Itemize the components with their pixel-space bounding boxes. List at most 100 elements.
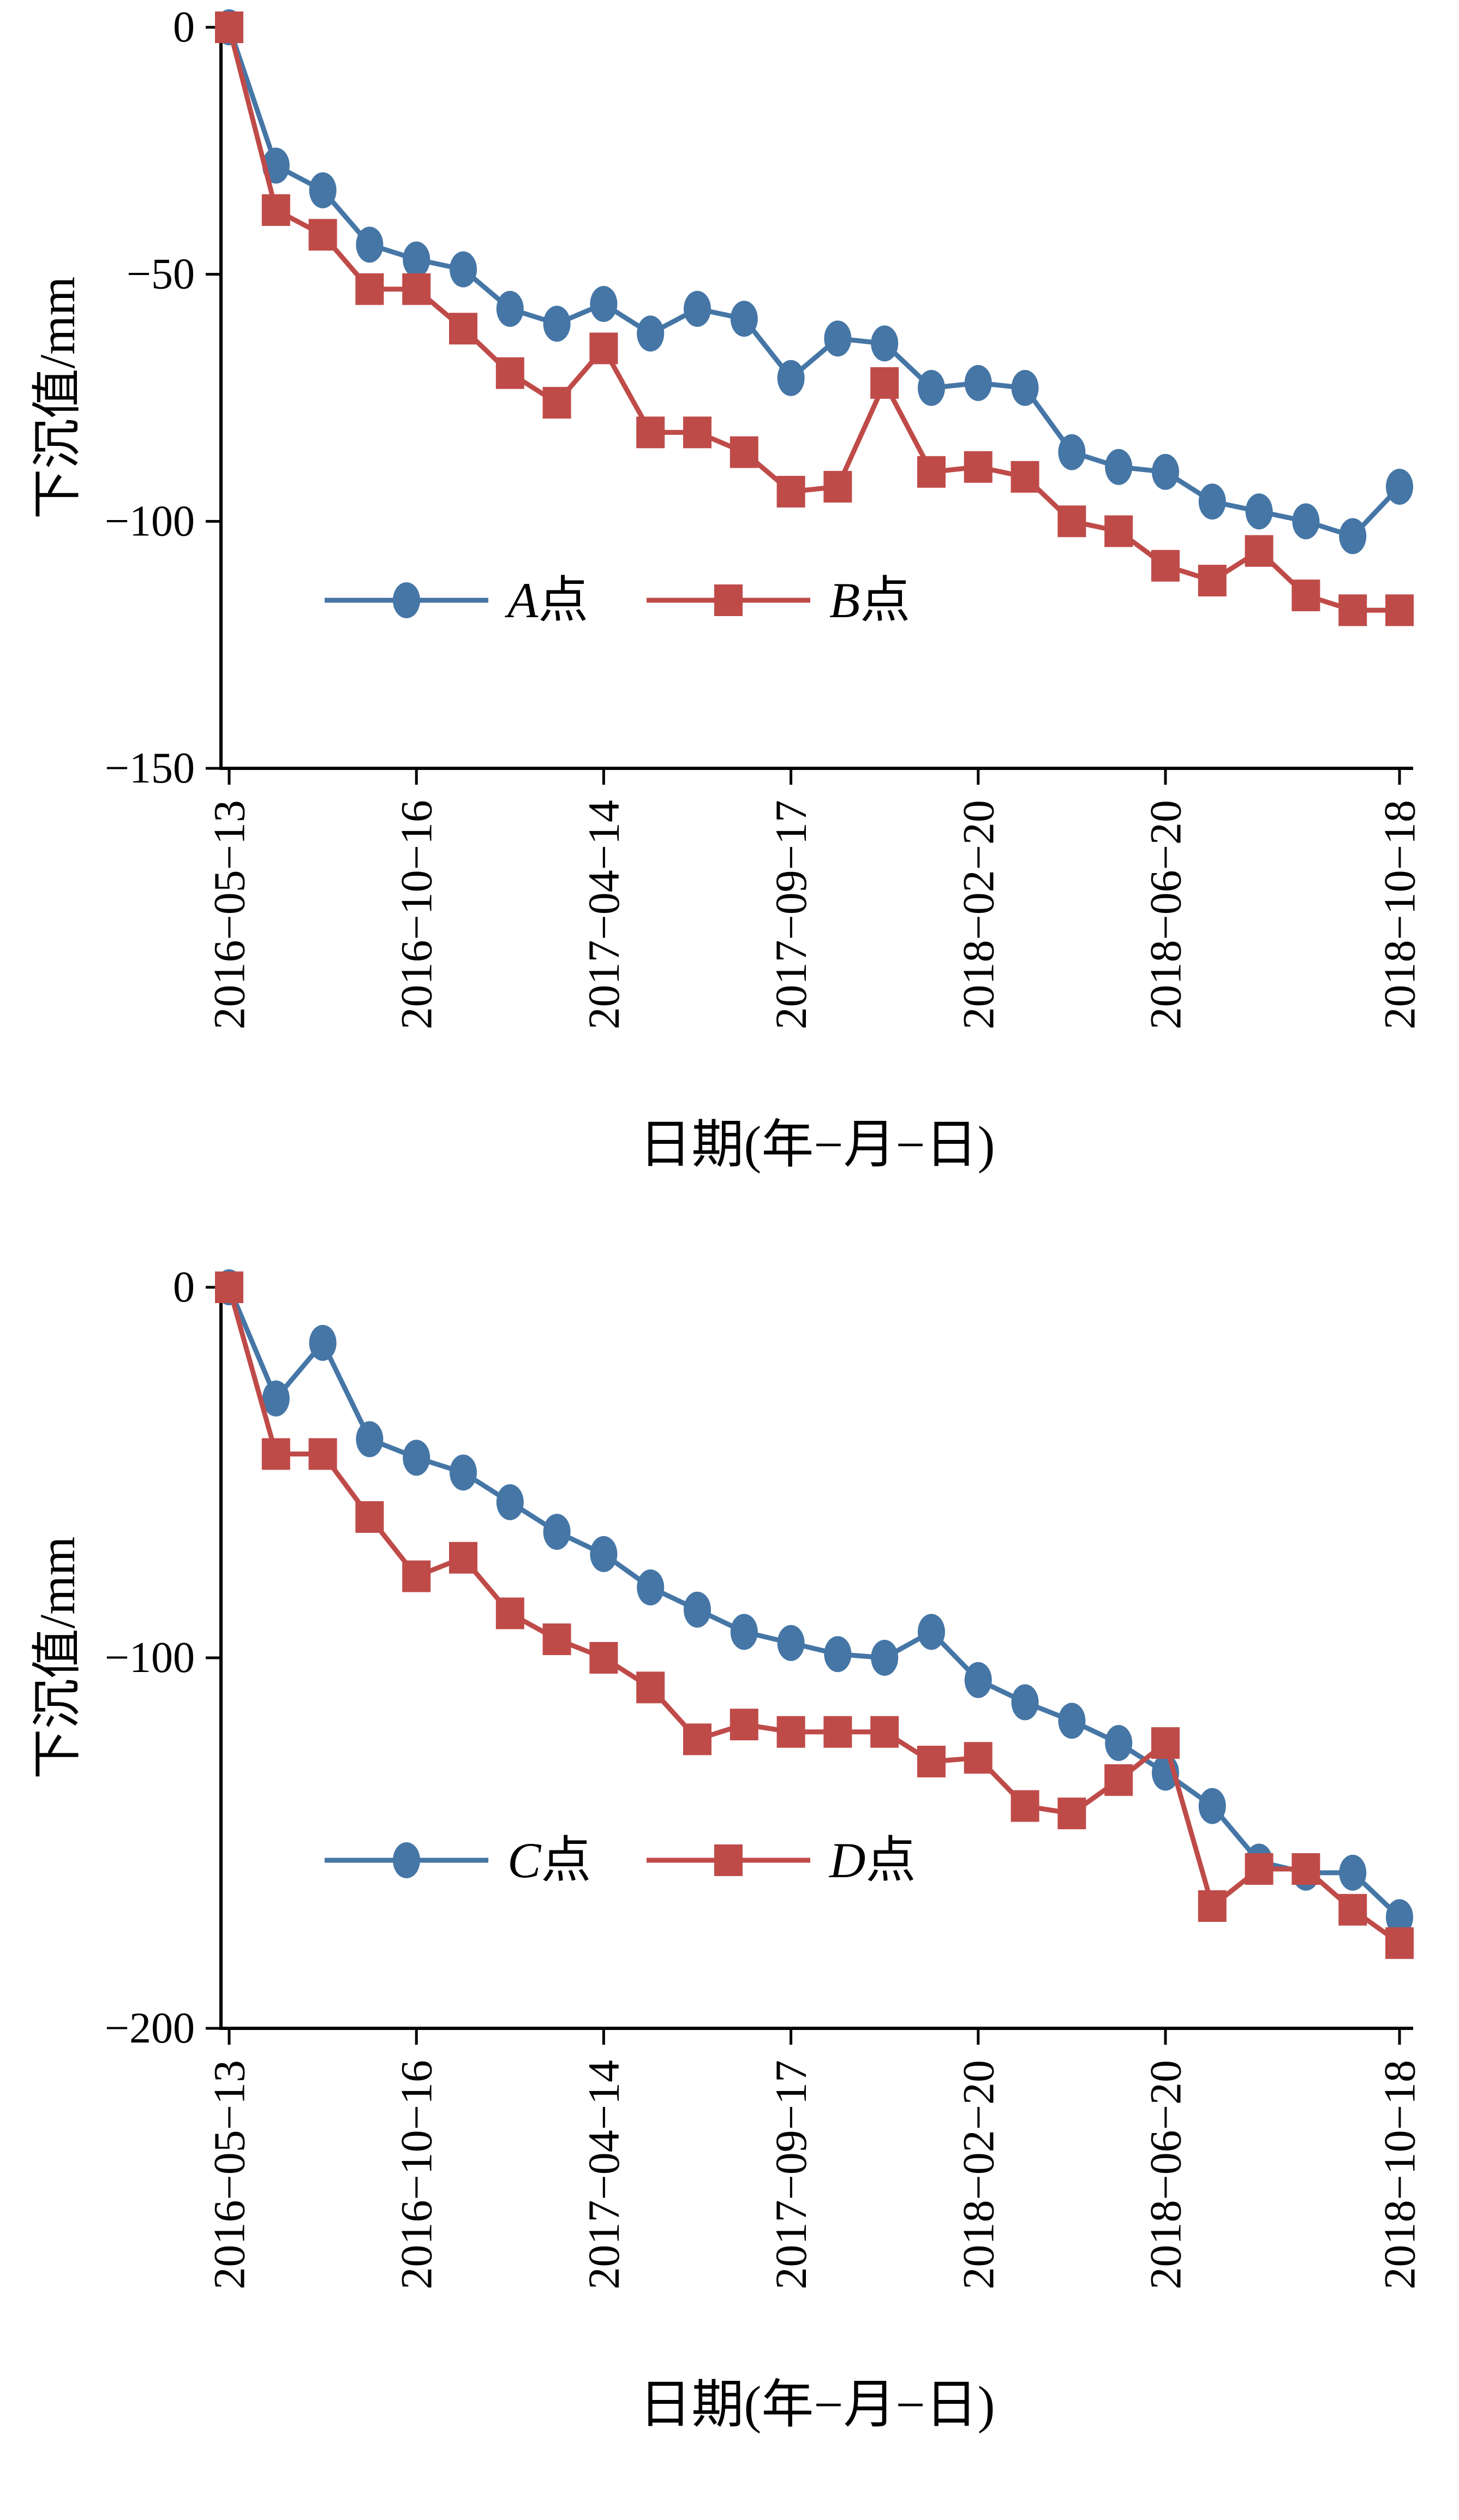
data-point-A bbox=[496, 291, 524, 327]
legend-marker-square bbox=[714, 1844, 743, 1876]
x-tick-label: 2017−04−14 bbox=[579, 2060, 629, 2290]
x-tick-label: 2018−02−20 bbox=[953, 800, 1003, 1030]
data-point-D bbox=[261, 1438, 290, 1470]
data-point-D bbox=[1057, 1798, 1086, 1830]
data-point-B bbox=[308, 219, 337, 251]
data-point-C bbox=[918, 1614, 945, 1650]
data-point-D bbox=[823, 1716, 852, 1748]
data-point-C bbox=[496, 1484, 524, 1520]
x-tick-label: 2017−09−17 bbox=[766, 800, 816, 1030]
legend-marker-ellipse bbox=[393, 1842, 420, 1878]
data-point-C bbox=[356, 1421, 384, 1458]
chart-top-container: 0 −50 −100 −150 2016−05−13 2016−10−16 2017−04−… bbox=[29, 3, 1425, 1174]
data-point-A bbox=[777, 360, 805, 396]
data-point-D bbox=[542, 1623, 571, 1656]
y-axis-title: 下沉值/mm bbox=[29, 277, 85, 519]
data-point-B bbox=[776, 476, 805, 508]
y-tick-label: −100 bbox=[105, 1634, 195, 1682]
legend-marker-ellipse bbox=[393, 582, 420, 618]
series-line-B bbox=[226, 25, 1402, 613]
data-point-A bbox=[309, 172, 337, 208]
data-point-C bbox=[543, 1514, 571, 1550]
data-point-A bbox=[590, 285, 618, 322]
data-point-A bbox=[1198, 483, 1226, 520]
data-point-B bbox=[1057, 505, 1086, 538]
data-point-C bbox=[309, 1324, 337, 1361]
data-point-B bbox=[1385, 594, 1414, 626]
data-point-C bbox=[964, 1662, 992, 1698]
legend-label: B点 bbox=[829, 572, 910, 628]
data-point-D bbox=[355, 1501, 384, 1533]
x-tick-label: 2016−05−13 bbox=[205, 800, 254, 1030]
data-point-C bbox=[1058, 1703, 1086, 1739]
y-axis-title: 下沉值/mm bbox=[29, 1537, 85, 1779]
data-point-D bbox=[1291, 1853, 1320, 1885]
data-point-D bbox=[402, 1560, 431, 1592]
data-point-D bbox=[589, 1642, 618, 1674]
data-point-B bbox=[683, 416, 711, 449]
x-tick-label: 2018−06−20 bbox=[1141, 2060, 1191, 2290]
legend: C点 D点 bbox=[325, 1832, 916, 1888]
data-point-D bbox=[215, 1271, 243, 1303]
data-point-D bbox=[917, 1746, 946, 1778]
data-point-D bbox=[964, 1742, 992, 1774]
data-point-C bbox=[1339, 1854, 1367, 1891]
data-point-B bbox=[636, 416, 665, 449]
data-point-D bbox=[1198, 1890, 1227, 1922]
data-point-B bbox=[1291, 580, 1320, 612]
data-point-B bbox=[355, 273, 384, 305]
x-tick-label: 2018−10−18 bbox=[1375, 2060, 1425, 2290]
y-tick-label: −150 bbox=[105, 744, 195, 792]
data-point-C bbox=[637, 1569, 665, 1605]
x-tick-label: 2018−06−20 bbox=[1141, 800, 1191, 1030]
data-point-A bbox=[684, 291, 711, 327]
data-point-B bbox=[449, 313, 477, 345]
data-point-B bbox=[589, 332, 618, 365]
data-point-C bbox=[262, 1380, 290, 1417]
data-point-A bbox=[1152, 453, 1179, 490]
data-point-B bbox=[402, 273, 431, 305]
data-point-B bbox=[870, 367, 899, 399]
data-point-C bbox=[1011, 1684, 1039, 1721]
data-point-A bbox=[1105, 449, 1133, 485]
x-tick-label: 2018−02−20 bbox=[953, 2060, 1003, 2290]
chart-bottom-container: 0 −100 −200 2016−05−13 2016−10−16 2017−04−14 2… bbox=[0, 1260, 1459, 2520]
data-point-B bbox=[730, 436, 758, 468]
data-point-C bbox=[1386, 1899, 1413, 1936]
data-point-C bbox=[824, 1636, 852, 1673]
legend-item-D: D点 bbox=[647, 1832, 916, 1888]
x-tick-label: 2017−04−14 bbox=[579, 800, 629, 1030]
data-point-A bbox=[1339, 518, 1367, 554]
data-point-B bbox=[1151, 550, 1180, 582]
y-tick-label: −50 bbox=[127, 250, 195, 298]
y-tick-label: −100 bbox=[105, 497, 195, 545]
data-point-D bbox=[1151, 1727, 1180, 1759]
data-point-C bbox=[1198, 1788, 1226, 1824]
data-point-D bbox=[1338, 1894, 1367, 1926]
legend-item-C: C点 bbox=[325, 1832, 591, 1888]
data-point-C bbox=[684, 1591, 711, 1628]
data-point-A bbox=[871, 325, 899, 362]
data-point-A bbox=[730, 301, 758, 337]
data-point-A bbox=[356, 226, 384, 263]
data-point-C bbox=[871, 1640, 899, 1676]
x-tick-label: 2017−09−17 bbox=[766, 2060, 816, 2290]
data-point-A bbox=[824, 320, 852, 357]
data-point-A bbox=[1011, 369, 1039, 406]
data-point-B bbox=[917, 456, 946, 488]
legend-marker-square bbox=[714, 584, 743, 616]
data-point-D bbox=[870, 1716, 899, 1748]
data-point-C bbox=[1105, 1725, 1133, 1761]
data-point-C bbox=[590, 1536, 618, 1572]
legend-label: D点 bbox=[828, 1832, 916, 1888]
legend-label: A点 bbox=[504, 572, 588, 628]
data-point-C bbox=[730, 1614, 758, 1650]
data-point-A bbox=[450, 251, 477, 288]
data-point-B bbox=[261, 194, 290, 226]
data-point-D bbox=[449, 1542, 477, 1574]
x-tick-label: 2016−05−13 bbox=[205, 2060, 254, 2290]
data-point-A bbox=[964, 365, 992, 401]
x-axis-title: 日期(年−月−日) bbox=[639, 2375, 995, 2434]
